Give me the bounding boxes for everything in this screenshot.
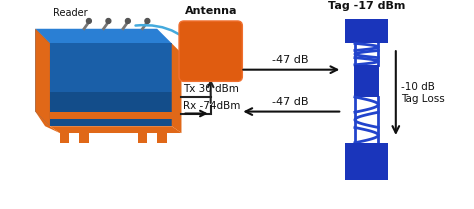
FancyBboxPatch shape [345, 19, 388, 43]
Polygon shape [36, 29, 50, 126]
Text: Rx -74dBm: Rx -74dBm [183, 101, 241, 111]
Polygon shape [36, 29, 172, 43]
Circle shape [145, 19, 150, 23]
Polygon shape [137, 133, 147, 143]
Text: Tag -17 dBm: Tag -17 dBm [328, 1, 405, 11]
Polygon shape [172, 43, 182, 133]
Polygon shape [60, 133, 69, 143]
FancyBboxPatch shape [345, 143, 388, 180]
Circle shape [126, 19, 130, 23]
Text: Reader: Reader [53, 8, 88, 18]
Text: Tx 30 dBm: Tx 30 dBm [183, 84, 239, 94]
Text: -47 dB: -47 dB [272, 97, 308, 107]
Polygon shape [36, 112, 60, 133]
Circle shape [106, 19, 111, 23]
Polygon shape [50, 43, 172, 126]
FancyBboxPatch shape [355, 65, 379, 97]
Polygon shape [50, 112, 172, 119]
Text: -10 dB
Tag Loss: -10 dB Tag Loss [401, 82, 445, 104]
Polygon shape [157, 133, 167, 143]
Text: -47 dB: -47 dB [272, 55, 308, 65]
Polygon shape [50, 92, 172, 126]
Circle shape [86, 19, 91, 23]
Polygon shape [79, 133, 89, 143]
Text: Antenna: Antenna [184, 6, 237, 16]
Polygon shape [50, 126, 182, 133]
Polygon shape [36, 29, 50, 126]
FancyBboxPatch shape [179, 21, 242, 81]
